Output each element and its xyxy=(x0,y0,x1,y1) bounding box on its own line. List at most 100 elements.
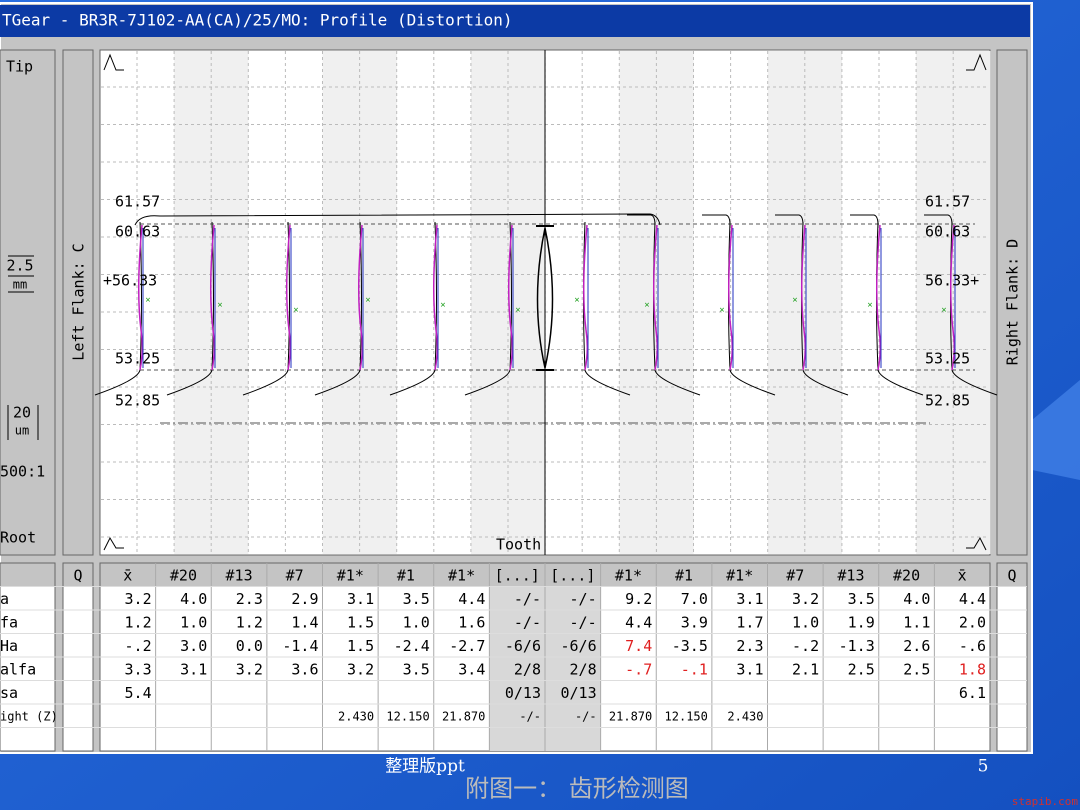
table-cell: 7.4 xyxy=(625,637,652,655)
level-label: 52.85 xyxy=(115,392,160,410)
profile-deviation xyxy=(949,224,956,371)
profile-trace xyxy=(94,221,142,396)
table-cell: 1.2 xyxy=(125,613,152,631)
table-cell: -.7 xyxy=(625,660,652,678)
header-cell xyxy=(0,562,56,587)
table-cell: 1.0 xyxy=(792,613,819,631)
table-cell: 3.3 xyxy=(125,660,152,678)
table-cell: 2.430 xyxy=(338,709,374,723)
figure-title: 附图一： 齿形检测图 xyxy=(465,775,689,803)
table-cell: 21.870 xyxy=(609,709,652,723)
table-cell: 0.0 xyxy=(236,637,263,655)
marker: × xyxy=(792,296,797,306)
row-label: fa xyxy=(0,613,18,631)
decor xyxy=(1032,380,1080,480)
table-cell: 4.0 xyxy=(903,590,930,608)
table-cell: 12.150 xyxy=(386,709,429,723)
row-label: alfa xyxy=(0,660,36,678)
marker: × xyxy=(867,301,872,311)
table-cell: -6/6 xyxy=(561,637,597,655)
table-cell: 21.870 xyxy=(442,709,485,723)
marker: × xyxy=(574,296,579,306)
band xyxy=(916,51,991,554)
table-cell: -/- xyxy=(514,613,541,631)
scale-value: 20 xyxy=(13,404,31,422)
left-flank-box xyxy=(62,49,94,556)
table-cell: 1.6 xyxy=(458,613,485,631)
table-cell: 3.1 xyxy=(180,660,207,678)
table-cell: 1.0 xyxy=(403,613,430,631)
column-header: #1 xyxy=(675,566,693,584)
table-cell: 3.5 xyxy=(403,590,430,608)
column-header: #1* xyxy=(615,566,642,584)
profile-trace xyxy=(242,221,290,396)
table-cell: 0/13 xyxy=(561,684,597,702)
table-cell: 4.4 xyxy=(458,590,485,608)
table-cell: 2.6 xyxy=(903,637,930,655)
level-label: 53.25 xyxy=(115,350,160,368)
table-cell: 2.5 xyxy=(848,660,875,678)
marker: × xyxy=(440,301,445,311)
table-cell: 6.1 xyxy=(959,684,986,702)
column-header: #20 xyxy=(893,566,920,584)
column-header: #1* xyxy=(448,566,475,584)
table-cell: -/- xyxy=(575,709,597,723)
column-header: [...] xyxy=(495,566,540,584)
profile-deviation xyxy=(727,224,734,371)
table-cell: 1.5 xyxy=(347,637,374,655)
profile-deviation xyxy=(285,224,292,371)
column-header: x̄ xyxy=(958,566,967,584)
profile-deviation xyxy=(137,224,144,371)
column-header: #7 xyxy=(286,566,304,584)
left-panel xyxy=(0,49,56,556)
table-cell: -.6 xyxy=(959,637,986,655)
table-cell: -/- xyxy=(570,590,597,608)
table-cell: 3.2 xyxy=(125,590,152,608)
marker: × xyxy=(941,306,946,316)
column-header: #7 xyxy=(786,566,804,584)
table-cell: -6/6 xyxy=(505,637,541,655)
column-header: #20 xyxy=(170,566,197,584)
watermark: stapib.com xyxy=(1012,795,1079,808)
scale-unit: mm xyxy=(13,278,27,292)
table-cell: 3.1 xyxy=(736,660,763,678)
column-header: #13 xyxy=(837,566,864,584)
table-cell: 9.2 xyxy=(625,590,652,608)
tooth-label: Tooth xyxy=(496,536,541,554)
column-header: #1 xyxy=(397,566,415,584)
table-cell: -2.4 xyxy=(394,637,430,655)
table-cell: 1.4 xyxy=(291,613,318,631)
center-tooth xyxy=(536,227,554,369)
table-cell: 2.5 xyxy=(903,660,930,678)
marker: × xyxy=(644,301,649,311)
table-cell: 3.5 xyxy=(848,590,875,608)
table-cell: 3.2 xyxy=(792,590,819,608)
level-label: 52.85 xyxy=(925,392,970,410)
row-label: sa xyxy=(0,684,18,702)
table-cell: 1.0 xyxy=(180,613,207,631)
level-label: 53.25 xyxy=(925,350,970,368)
column-header: Q xyxy=(1007,566,1016,584)
table-cell: 4.4 xyxy=(959,590,986,608)
table-cell: 1.7 xyxy=(736,613,763,631)
column-header: #1* xyxy=(337,566,364,584)
profile-deviation xyxy=(209,224,216,371)
table-cell: 2.0 xyxy=(959,613,986,631)
table-cell: -.2 xyxy=(792,637,819,655)
right-flank-label: Right Flank: D xyxy=(1004,239,1022,365)
corner-icon xyxy=(103,53,124,71)
band xyxy=(322,51,397,554)
root-label: Root xyxy=(0,529,36,547)
band xyxy=(767,51,842,554)
table-cell: 1.1 xyxy=(903,613,930,631)
corner-icon xyxy=(966,53,987,71)
table-cell: 3.6 xyxy=(291,660,318,678)
profile-trace xyxy=(134,213,661,226)
plot-area: × × × × × × × × × × × × 61.57 60.63 +56.33 53.25 52.85 61… xyxy=(94,49,998,556)
level-label: 56.33+ xyxy=(925,272,979,290)
table-cell: 2.430 xyxy=(727,709,763,723)
tip-label: Tip xyxy=(6,58,33,76)
scale-unit: um xyxy=(15,424,29,438)
right-flank-box xyxy=(996,49,1028,556)
table-cell: 3.2 xyxy=(236,660,263,678)
